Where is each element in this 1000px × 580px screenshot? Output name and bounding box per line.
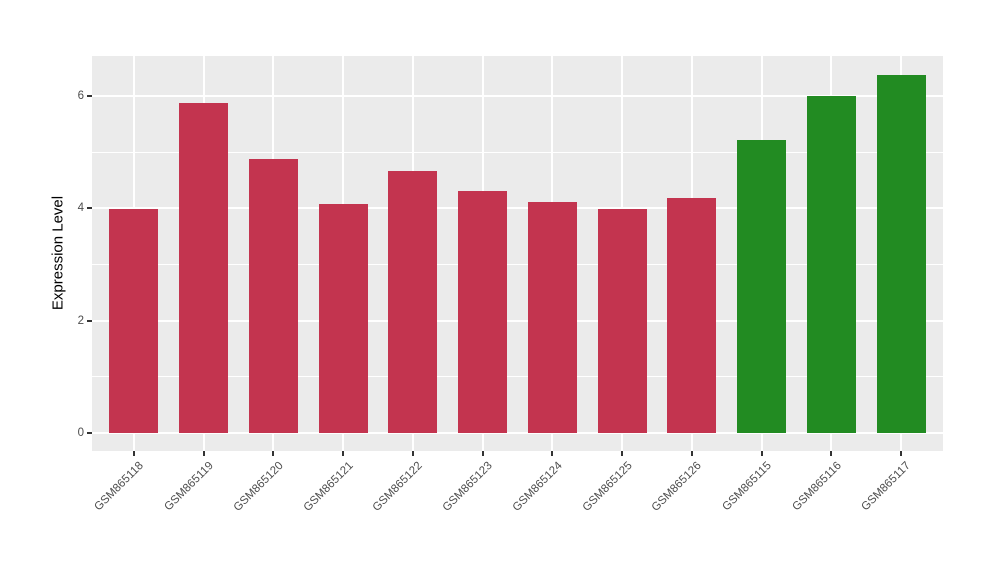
x-tick-mark bbox=[342, 451, 345, 456]
bar-GSM865116 bbox=[806, 95, 856, 434]
x-tick-mark bbox=[551, 451, 554, 456]
bar-GSM865121 bbox=[318, 203, 368, 433]
plot-panel bbox=[92, 56, 943, 451]
x-tick-label: GSM865122 bbox=[370, 459, 426, 514]
bar-GSM865125 bbox=[597, 209, 647, 434]
x-tick-label: GSM865124 bbox=[510, 459, 565, 514]
y-tick-mark bbox=[87, 207, 92, 210]
x-tick-mark bbox=[202, 451, 205, 456]
y-tick-mark bbox=[87, 319, 92, 322]
x-tick-mark bbox=[760, 451, 763, 456]
bar-GSM865119 bbox=[179, 103, 228, 433]
bar-GSM865120 bbox=[248, 159, 298, 433]
y-gridline-major bbox=[92, 319, 943, 322]
x-tick-label: GSM865117 bbox=[859, 459, 914, 514]
y-gridline-minor bbox=[92, 151, 943, 153]
y-gridline-minor bbox=[92, 376, 943, 378]
x-tick-mark bbox=[900, 451, 903, 456]
x-tick-mark bbox=[830, 451, 833, 456]
x-tick-label: GSM865118 bbox=[92, 459, 147, 514]
y-tick-mark bbox=[87, 94, 92, 97]
bar-GSM865126 bbox=[667, 198, 717, 433]
bar-GSM865115 bbox=[737, 140, 787, 434]
x-tick-label: GSM865125 bbox=[580, 459, 635, 514]
x-tick-label: GSM865121 bbox=[301, 459, 356, 514]
x-tick-mark bbox=[411, 451, 414, 456]
x-tick-mark bbox=[690, 451, 693, 456]
x-tick-mark bbox=[481, 451, 484, 456]
x-tick-label: GSM865120 bbox=[231, 459, 286, 514]
bar-GSM865122 bbox=[388, 170, 438, 433]
y-tick-label: 4 bbox=[77, 202, 84, 215]
bar-GSM865118 bbox=[109, 208, 159, 434]
y-tick-label: 6 bbox=[77, 89, 84, 102]
x-tick-label: GSM865126 bbox=[649, 459, 705, 514]
y-gridline-major bbox=[92, 207, 943, 210]
x-tick-label: GSM865116 bbox=[790, 459, 844, 514]
x-tick-label: GSM865123 bbox=[440, 459, 495, 514]
x-tick-label: GSM865119 bbox=[162, 459, 216, 514]
bar-GSM865123 bbox=[458, 190, 508, 433]
x-tick-mark bbox=[621, 451, 624, 456]
x-tick-mark bbox=[272, 451, 275, 456]
y-tick-label: 0 bbox=[77, 427, 84, 440]
y-gridline-major bbox=[92, 94, 943, 97]
bar-GSM865117 bbox=[876, 74, 926, 433]
bar-GSM865124 bbox=[527, 201, 577, 433]
x-tick-mark bbox=[132, 451, 135, 456]
y-tick-mark bbox=[87, 432, 92, 435]
y-tick-label: 2 bbox=[77, 314, 84, 327]
y-gridline-major bbox=[92, 432, 943, 435]
y-gridline-minor bbox=[92, 263, 943, 265]
x-tick-label: GSM865115 bbox=[720, 459, 774, 514]
